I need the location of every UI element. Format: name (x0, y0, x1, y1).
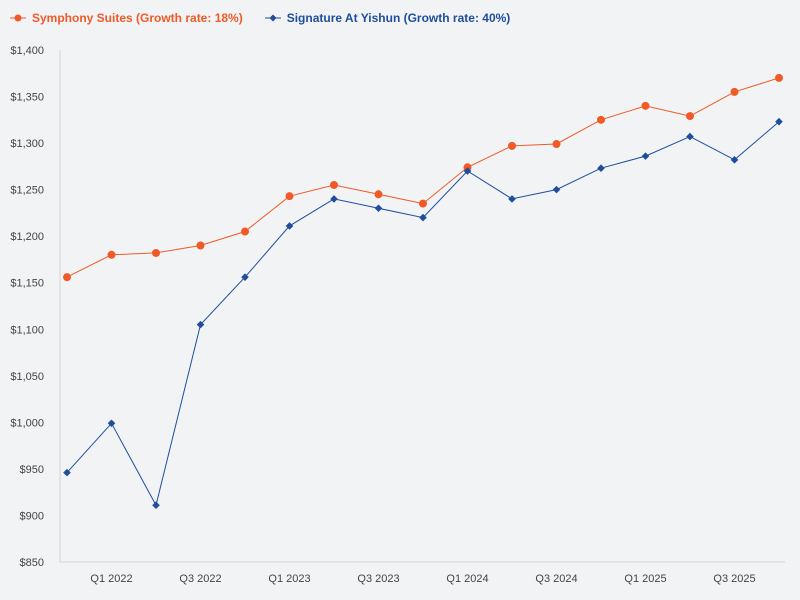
data-point[interactable] (63, 273, 71, 282)
data-point[interactable] (552, 185, 561, 194)
data-point[interactable] (508, 195, 516, 203)
data-point[interactable] (419, 213, 427, 222)
y-tick-label: $1,200 (10, 231, 44, 243)
x-tick-label: Q1 2022 (90, 573, 132, 585)
y-tick-label: $1,400 (10, 45, 44, 57)
data-point[interactable] (597, 164, 605, 173)
series-line-0 (66, 77, 780, 278)
legend-item-symphony-suites[interactable]: Symphony Suites (Growth rate: 18%) (10, 11, 243, 25)
x-tick-label: Q3 2022 (179, 573, 221, 585)
data-point[interactable] (730, 156, 739, 164)
y-tick-label: $850 (20, 557, 44, 569)
data-point[interactable] (775, 73, 783, 82)
y-tick-label: $950 (20, 464, 44, 476)
data-point[interactable] (107, 419, 116, 428)
legend-marker-diamond-icon (264, 14, 281, 22)
data-point[interactable] (597, 115, 605, 124)
series-line-1 (66, 121, 780, 507)
data-point[interactable] (330, 195, 338, 203)
x-tick-label: Q3 2025 (713, 573, 755, 585)
y-tick-label: $1,250 (10, 185, 44, 197)
legend: Symphony Suites (Growth rate: 18%) Signa… (10, 9, 510, 27)
data-point[interactable] (196, 320, 205, 329)
y-tick-label: $1,300 (10, 138, 44, 150)
data-point[interactable] (196, 241, 205, 250)
data-point[interactable] (285, 222, 294, 230)
data-point[interactable] (374, 204, 383, 213)
data-point[interactable] (107, 250, 116, 259)
data-point[interactable] (508, 141, 516, 150)
x-tick-label: Q3 2024 (535, 573, 577, 585)
data-point[interactable] (419, 199, 427, 208)
legend-item-signature-at-yishun[interactable]: Signature At Yishun (Growth rate: 40%) (264, 11, 511, 25)
data-point[interactable] (730, 87, 739, 96)
data-point[interactable] (552, 140, 561, 149)
x-tick-label: Q3 2023 (357, 573, 399, 585)
data-point[interactable] (641, 101, 650, 110)
data-point[interactable] (241, 227, 249, 236)
legend-label: Symphony Suites (Growth rate: 18%) (32, 11, 243, 25)
x-tick-label: Q1 2024 (446, 573, 488, 585)
legend-label: Signature At Yishun (Growth rate: 40%) (286, 11, 511, 25)
data-point[interactable] (330, 180, 338, 189)
data-point[interactable] (152, 501, 160, 510)
data-point[interactable] (374, 190, 383, 199)
x-tick-label: Q1 2025 (624, 573, 666, 585)
y-tick-label: $1,350 (10, 92, 44, 104)
data-point[interactable] (241, 273, 249, 281)
x-tick-label: Q1 2023 (268, 573, 310, 585)
y-tick-label: $1,000 (10, 417, 44, 429)
data-point[interactable] (463, 167, 472, 175)
y-tick-label: $1,100 (10, 324, 44, 336)
data-point[interactable] (63, 468, 71, 477)
legend-marker-circle-icon (10, 14, 26, 22)
data-point[interactable] (285, 192, 294, 201)
y-tick-label: $1,050 (10, 371, 44, 383)
data-point[interactable] (152, 248, 160, 257)
data-point[interactable] (686, 132, 694, 141)
y-tick-label: $1,150 (10, 278, 44, 290)
data-point[interactable] (641, 152, 650, 160)
data-point[interactable] (686, 112, 694, 121)
y-tick-label: $900 (20, 510, 44, 522)
data-point[interactable] (775, 117, 783, 126)
